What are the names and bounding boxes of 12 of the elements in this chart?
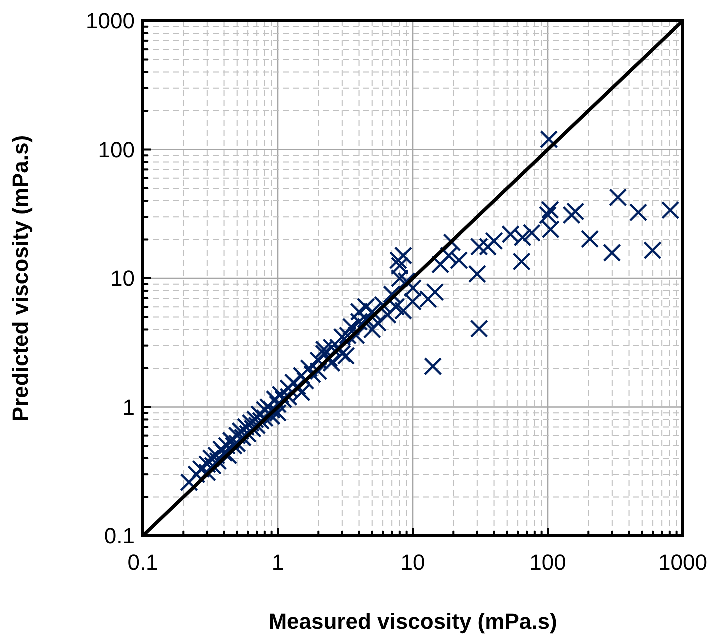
x-tick-label: 1 — [272, 550, 284, 575]
y-axis-title: Predicted viscosity (mPa.s) — [8, 135, 33, 422]
y-tick-label: 0.1 — [104, 524, 135, 549]
x-tick-label: 1000 — [658, 550, 708, 575]
x-tick-label: 100 — [530, 550, 566, 575]
x-axis-title: Measured viscosity (mPa.s) — [268, 609, 558, 634]
y-tick-label: 100 — [98, 137, 135, 162]
x-tick-label: 0.1 — [128, 550, 158, 575]
x-tick-label: 10 — [400, 550, 426, 575]
y-tick-label: 1 — [122, 394, 135, 420]
y-tick-label: 1000 — [86, 8, 135, 34]
y-tick-label: 10 — [110, 266, 135, 292]
